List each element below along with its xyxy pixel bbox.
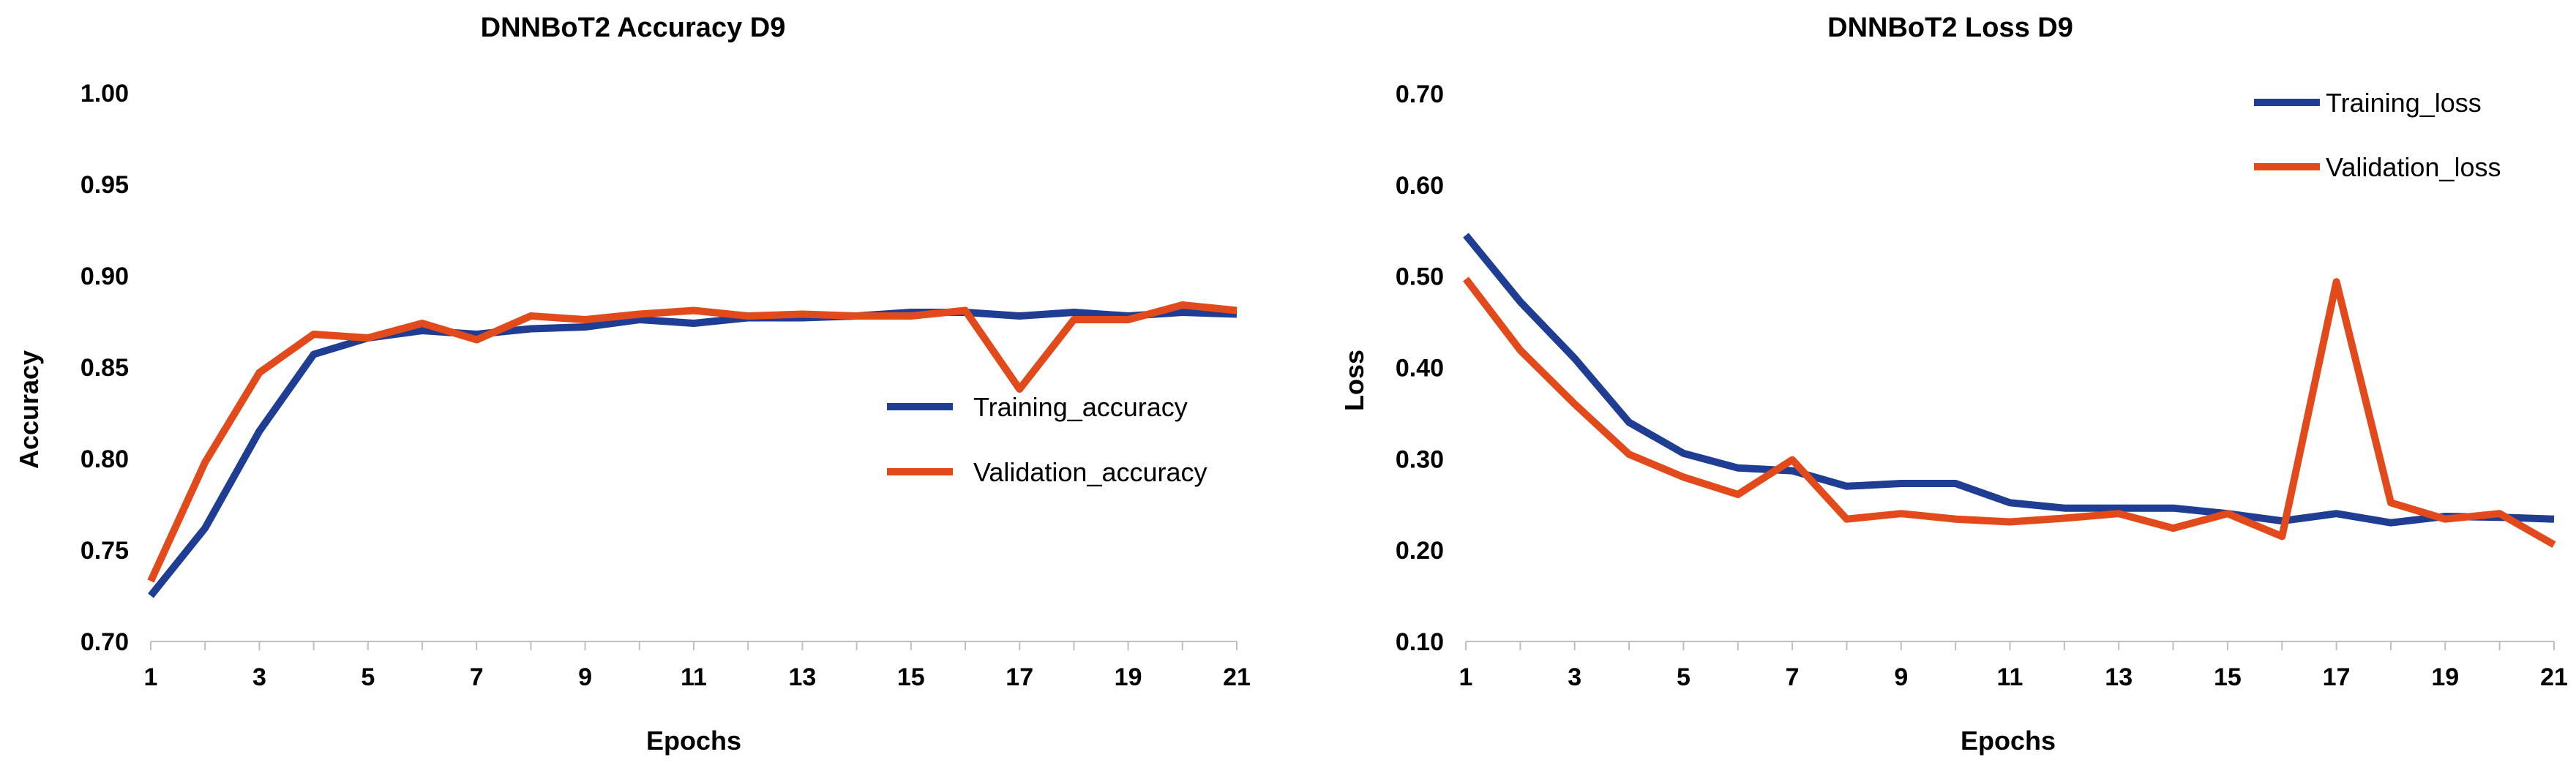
loss-y-tick-label: 0.10: [1396, 628, 1444, 656]
accuracy-y-tick-label: 0.80: [80, 445, 129, 473]
accuracy-series-line-training: [148, 309, 1238, 598]
loss-x-tick-label: 21: [2540, 663, 2568, 691]
loss-x-tick-label: 15: [2214, 663, 2242, 691]
loss-x-tick-label: 13: [2105, 663, 2133, 691]
accuracy-x-axis-label: Epochs: [646, 726, 741, 756]
loss-x-tick-label: 3: [1568, 663, 1581, 691]
accuracy-x-tick-label: 9: [578, 663, 592, 691]
loss-x-tick-label: 1: [1459, 663, 1473, 691]
loss-x-tick-label: 19: [2431, 663, 2459, 691]
loss-series-line-validation: [1463, 276, 2556, 549]
loss-series-line-training: [1463, 233, 2555, 527]
loss-x-tick-label: 11: [1997, 663, 2023, 691]
loss-legend-label: Training_loss: [2326, 88, 2482, 118]
loss-x-axis-label: Epochs: [1961, 726, 2056, 756]
loss-y-axis-label: Loss: [1339, 350, 1369, 411]
accuracy-x-tick-label: 3: [252, 663, 266, 691]
accuracy-x-tick-label: 19: [1115, 663, 1142, 691]
accuracy-x-tick-label: 17: [1006, 663, 1033, 691]
accuracy-y-tick-label: 1.00: [80, 80, 129, 108]
accuracy-x-tick-label: 7: [470, 663, 484, 691]
accuracy-x-tick-label: 11: [681, 663, 707, 691]
loss-y-tick-label: 0.50: [1396, 263, 1444, 291]
accuracy-y-tick-label: 0.75: [80, 537, 129, 565]
accuracy-y-axis-label: Accuracy: [14, 350, 44, 469]
accuracy-x-tick-label: 5: [361, 663, 375, 691]
loss-legend-label: Validation_loss: [2326, 152, 2501, 182]
loss-y-tick-label: 0.60: [1396, 172, 1444, 200]
accuracy-legend-label: Validation_accuracy: [973, 457, 1208, 487]
loss-x-tick-label: 5: [1677, 663, 1690, 691]
loss-y-tick-label: 0.20: [1396, 537, 1444, 565]
accuracy-x-tick-label: 15: [897, 663, 925, 691]
accuracy-y-tick-label: 0.85: [80, 354, 129, 382]
accuracy-legend-label: Training_accuracy: [973, 392, 1188, 422]
accuracy-y-tick-label: 0.70: [80, 628, 129, 656]
loss-y-tick-label: 0.70: [1396, 80, 1444, 108]
accuracy-series-line-validation: [147, 301, 1238, 583]
accuracy-y-tick-label: 0.90: [80, 263, 129, 290]
accuracy-y-tick-label: 0.95: [80, 171, 129, 199]
loss-x-tick-label: 9: [1894, 663, 1908, 691]
accuracy-x-tick-label: 13: [788, 663, 816, 691]
loss-x-tick-label: 7: [1786, 663, 1800, 691]
accuracy-x-tick-label: 1: [144, 663, 158, 691]
accuracy-x-tick-label: 21: [1223, 663, 1251, 691]
loss-chart-title: DNNBoT2 Loss D9: [1827, 12, 2073, 43]
loss-y-tick-label: 0.30: [1396, 445, 1444, 473]
loss-x-tick-label: 17: [2323, 663, 2351, 691]
accuracy-chart: DNNBoT2 Accuracy D9 0.70 0.75 0.80 0.85 0.90 0…: [14, 12, 1251, 756]
loss-chart: DNNBoT2 Loss D9 0.10 0.20 0.30 0.40 0.50 0.60 0…: [1339, 12, 2568, 756]
accuracy-chart-title: DNNBoT2 Accuracy D9: [481, 12, 786, 43]
loss-y-tick-label: 0.40: [1396, 355, 1444, 383]
